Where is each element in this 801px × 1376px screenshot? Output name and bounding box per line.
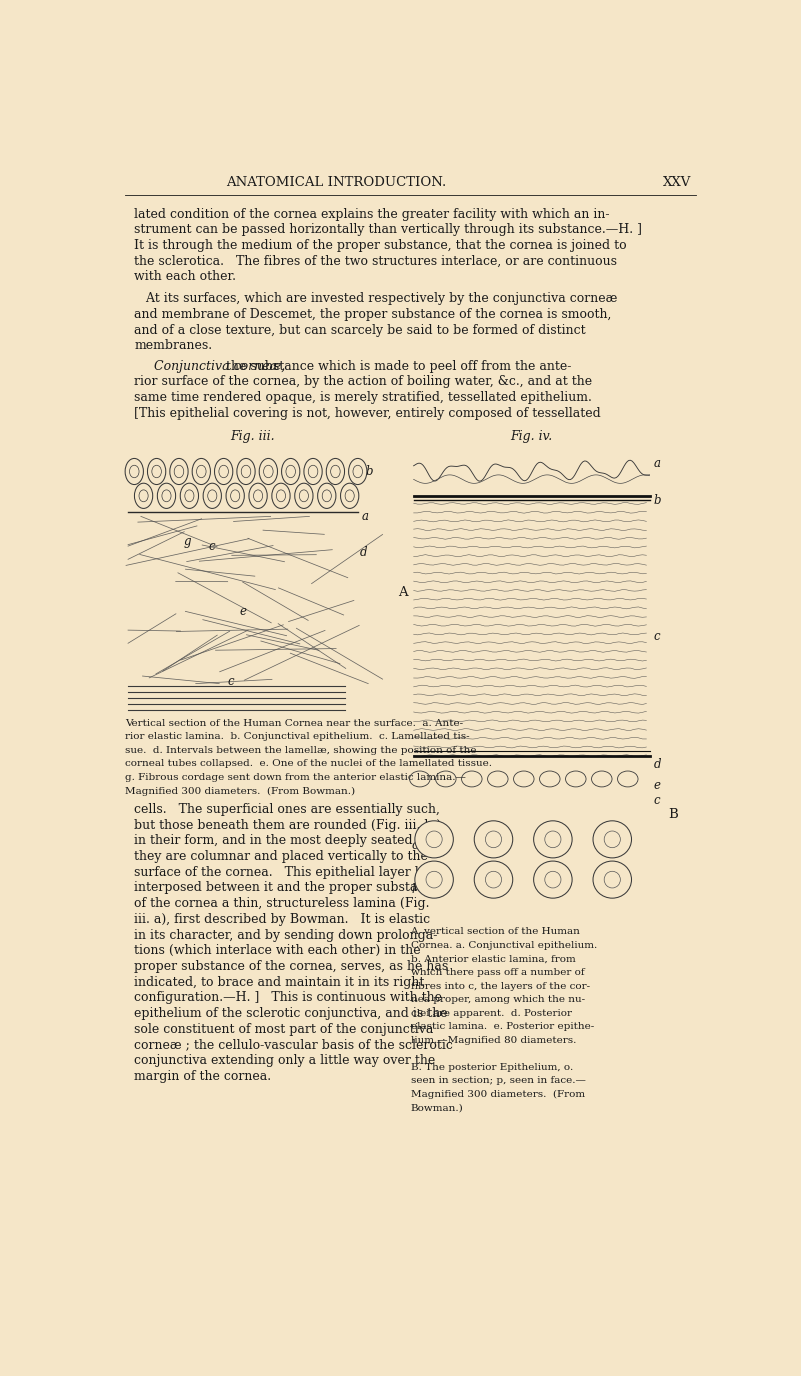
Text: Conjunctiva corneæ,: Conjunctiva corneæ,	[143, 359, 286, 373]
Ellipse shape	[593, 821, 631, 857]
Ellipse shape	[593, 861, 631, 899]
Text: Cornea. a. Conjunctival epithelium.: Cornea. a. Conjunctival epithelium.	[410, 941, 597, 949]
Text: g: g	[184, 535, 191, 549]
Text: It is through the medium of the proper substance, that the cornea is joined to: It is through the medium of the proper s…	[135, 239, 627, 252]
Text: which there pass off a number of: which there pass off a number of	[410, 967, 584, 977]
Text: with each other.: with each other.	[135, 270, 236, 283]
Text: XXV: XXV	[663, 176, 691, 190]
Text: and membrane of Descemet, the proper substance of the cornea is smooth,: and membrane of Descemet, the proper sub…	[135, 308, 612, 321]
Text: ANATOMICAL INTRODUCTION.: ANATOMICAL INTRODUCTION.	[226, 176, 446, 190]
Ellipse shape	[474, 861, 513, 899]
Text: cells.   The superficial ones are essentially such,: cells. The superficial ones are essentia…	[135, 804, 440, 816]
Text: corneæ ; the cellulo-vascular basis of the sclerotic: corneæ ; the cellulo-vascular basis of t…	[135, 1039, 453, 1051]
Text: lium.—Magnified 80 diameters.: lium.—Magnified 80 diameters.	[410, 1036, 576, 1044]
Text: At its surfaces, which are invested respectively by the conjunctiva corneæ: At its surfaces, which are invested resp…	[135, 292, 618, 305]
Text: B. The posterior Epithelium, o.: B. The posterior Epithelium, o.	[410, 1062, 573, 1072]
Text: they are columnar and placed vertically to the: they are columnar and placed vertically …	[135, 850, 429, 863]
Ellipse shape	[533, 861, 572, 899]
Text: clei are apparent.  d. Posterior: clei are apparent. d. Posterior	[410, 1009, 571, 1018]
Text: configuration.—H. ]   This is continuous with the: configuration.—H. ] This is continuous w…	[135, 991, 442, 1004]
Text: [This epithelial covering is not, however, entirely composed of tessellated: [This epithelial covering is not, howeve…	[135, 407, 601, 420]
Text: b: b	[654, 494, 662, 506]
Text: fibres into c, the layers of the cor-: fibres into c, the layers of the cor-	[410, 981, 590, 991]
Ellipse shape	[533, 821, 572, 857]
Text: d: d	[654, 758, 662, 771]
Text: b: b	[366, 465, 373, 477]
Text: e: e	[239, 605, 247, 618]
Text: Bowman.): Bowman.)	[410, 1104, 463, 1113]
Text: c: c	[209, 539, 215, 553]
Text: iii. a), first described by Bowman.   It is elastic: iii. a), first described by Bowman. It i…	[135, 912, 430, 926]
Text: Magnified 300 diameters.  (From: Magnified 300 diameters. (From	[410, 1090, 585, 1099]
Text: o: o	[412, 839, 419, 852]
Text: interposed between it and the proper substance: interposed between it and the proper sub…	[135, 882, 440, 894]
Text: and of a close texture, but can scarcely be said to be formed of distinct: and of a close texture, but can scarcely…	[135, 323, 586, 337]
Text: surface of the cornea.   This epithelial layer has: surface of the cornea. This epithelial l…	[135, 866, 437, 879]
Text: membranes.: membranes.	[135, 340, 212, 352]
Text: seen in section; p, seen in face.—: seen in section; p, seen in face.—	[410, 1076, 586, 1086]
Text: e: e	[654, 779, 661, 793]
Text: margin of the cornea.: margin of the cornea.	[135, 1069, 272, 1083]
Text: A. vertical section of the Human: A. vertical section of the Human	[410, 927, 581, 936]
Text: a: a	[654, 457, 661, 469]
Text: rior surface of the cornea, by the action of boiling water, &c., and at the: rior surface of the cornea, by the actio…	[135, 376, 593, 388]
Text: corneal tubes collapsed.  e. One of the nuclei of the lamellated tissue.: corneal tubes collapsed. e. One of the n…	[125, 760, 492, 768]
Text: rior elastic lamina.  b. Conjunctival epithelium.  c. Lamellated tis-: rior elastic lamina. b. Conjunctival epi…	[125, 732, 469, 742]
Text: Magnified 300 diameters.  (From Bowman.): Magnified 300 diameters. (From Bowman.)	[125, 786, 355, 795]
Text: elastic lamina.  e. Posterior epithe-: elastic lamina. e. Posterior epithe-	[410, 1022, 594, 1031]
Text: d: d	[360, 546, 367, 559]
Text: c: c	[654, 630, 661, 643]
Text: sue.  d. Intervals between the lamellæ, showing the position of the: sue. d. Intervals between the lamellæ, s…	[125, 746, 477, 754]
Text: proper substance of the cornea, serves, as he has: proper substance of the cornea, serves, …	[135, 960, 449, 973]
Ellipse shape	[415, 861, 453, 899]
Text: Fig. iv.: Fig. iv.	[510, 431, 553, 443]
Text: conjunctiva extending only a little way over the: conjunctiva extending only a little way …	[135, 1054, 436, 1066]
Text: in their form, and in the most deeply seated layer: in their form, and in the most deeply se…	[135, 834, 449, 848]
Text: same time rendered opaque, is merely stratified, tessellated epithelium.: same time rendered opaque, is merely str…	[135, 391, 592, 405]
Text: c: c	[654, 794, 661, 806]
Text: in its character, and by sending down prolonga-: in its character, and by sending down pr…	[135, 929, 437, 941]
Text: but those beneath them are rounded (Fig. iii. b.): but those beneath them are rounded (Fig.…	[135, 819, 441, 831]
Text: Vertical section of the Human Cornea near the surface.  a. Ante-: Vertical section of the Human Cornea nea…	[125, 718, 463, 728]
Text: the substance which is made to peel off from the ante-: the substance which is made to peel off …	[222, 359, 572, 373]
Text: A: A	[398, 586, 408, 599]
Text: sole constituent of most part of the conjunctiva: sole constituent of most part of the con…	[135, 1022, 433, 1036]
Text: b. Anterior elastic lamina, from: b. Anterior elastic lamina, from	[410, 955, 575, 963]
Text: epithelium of the sclerotic conjunctiva, and is the: epithelium of the sclerotic conjunctiva,…	[135, 1007, 448, 1020]
Text: lated condition of the cornea explains the greater facility with which an in-: lated condition of the cornea explains t…	[135, 208, 610, 220]
Text: g. Fibrous cordage sent down from the anterior elastic lamina.—: g. Fibrous cordage sent down from the an…	[125, 773, 466, 782]
Text: c: c	[227, 676, 234, 688]
Ellipse shape	[474, 821, 513, 857]
Text: tions (which interlace with each other) in the: tions (which interlace with each other) …	[135, 944, 421, 958]
Ellipse shape	[415, 821, 453, 857]
Text: strument can be passed horizontally than vertically through its substance.—H. ]: strument can be passed horizontally than…	[135, 223, 642, 237]
Text: Fig. iii.: Fig. iii.	[230, 431, 275, 443]
Text: nea proper, among which the nu-: nea proper, among which the nu-	[410, 995, 585, 1004]
Text: the sclerotica.   The fibres of the two structures interlace, or are continuous: the sclerotica. The fibres of the two st…	[135, 255, 618, 267]
Text: B: B	[668, 808, 678, 820]
Text: a: a	[362, 510, 369, 523]
Text: p: p	[412, 879, 419, 893]
Text: of the cornea a thin, structureless lamina (Fig.: of the cornea a thin, structureless lami…	[135, 897, 430, 910]
Text: indicated, to brace and maintain it in its right: indicated, to brace and maintain it in i…	[135, 976, 425, 988]
